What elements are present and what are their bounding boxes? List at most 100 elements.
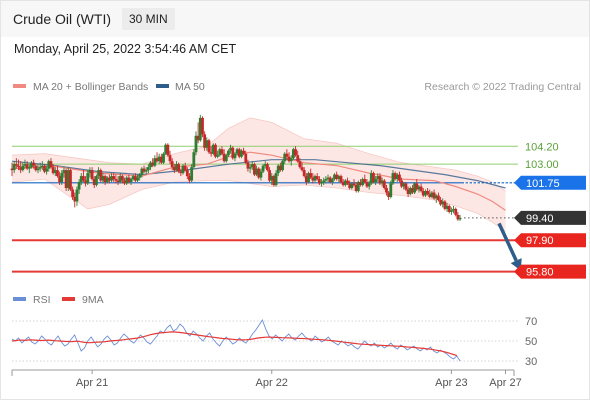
candle bbox=[430, 191, 434, 199]
candle-body bbox=[432, 192, 436, 199]
candle bbox=[302, 167, 306, 178]
candle bbox=[348, 180, 352, 190]
candle bbox=[43, 164, 46, 174]
candle-body bbox=[168, 155, 172, 162]
candle bbox=[437, 192, 440, 202]
candle bbox=[369, 170, 373, 186]
candle-body bbox=[320, 182, 323, 184]
candle-body bbox=[339, 176, 343, 183]
candle-body bbox=[413, 183, 416, 193]
candle-body bbox=[291, 149, 295, 159]
candle bbox=[79, 173, 83, 186]
candle bbox=[155, 152, 159, 163]
candle-body bbox=[272, 176, 276, 186]
candle-body bbox=[30, 162, 33, 168]
candle-body bbox=[51, 167, 55, 174]
candle-body bbox=[196, 135, 200, 141]
candle-body bbox=[231, 147, 235, 159]
candle bbox=[367, 180, 371, 190]
candle-body bbox=[17, 165, 20, 168]
candle bbox=[114, 174, 118, 184]
candle-body bbox=[335, 174, 339, 180]
forecast-arrow-shaft bbox=[497, 222, 518, 262]
candle-body bbox=[441, 201, 445, 205]
candle bbox=[90, 167, 94, 181]
candle bbox=[240, 149, 243, 159]
candle-body bbox=[393, 173, 397, 180]
candle-body bbox=[108, 177, 111, 181]
candle bbox=[324, 176, 328, 184]
candle bbox=[131, 174, 135, 181]
candle bbox=[216, 150, 220, 159]
candle bbox=[60, 170, 64, 186]
candle bbox=[66, 167, 70, 192]
candle-body bbox=[105, 177, 109, 183]
candle bbox=[354, 182, 358, 193]
candle-body bbox=[283, 153, 287, 162]
rsi-ma-legend-swatch bbox=[62, 297, 75, 301]
candle-body bbox=[103, 176, 107, 183]
candle-body bbox=[253, 164, 256, 175]
candle-body bbox=[14, 164, 18, 166]
candle bbox=[188, 173, 191, 184]
candle-body bbox=[380, 180, 384, 184]
candle bbox=[86, 170, 90, 186]
candle bbox=[181, 164, 185, 175]
candle-body bbox=[324, 179, 328, 181]
candle-body bbox=[400, 180, 404, 187]
time-axis: Apr 21 Apr 22 Apr 23 Apr 27 bbox=[11, 369, 522, 389]
candle-body bbox=[166, 144, 170, 156]
timeframe-button[interactable]: 30 MIN bbox=[122, 8, 175, 30]
candle-body bbox=[192, 152, 196, 168]
candle-body bbox=[209, 152, 213, 154]
candle-body bbox=[415, 183, 419, 190]
candle bbox=[389, 180, 393, 199]
candle-body bbox=[32, 162, 36, 166]
candle-body bbox=[261, 165, 265, 172]
bollinger-upper-line bbox=[11, 117, 506, 192]
candle-body bbox=[88, 170, 92, 174]
candle-body bbox=[428, 193, 432, 197]
candle-body bbox=[224, 155, 228, 162]
candle-body bbox=[56, 170, 59, 177]
candle-body bbox=[159, 156, 163, 163]
candle bbox=[127, 174, 131, 184]
candle-body bbox=[185, 170, 189, 177]
candle bbox=[231, 146, 235, 160]
candle bbox=[103, 174, 107, 186]
candle bbox=[350, 182, 354, 190]
candle-body bbox=[402, 183, 406, 187]
level-resistance-1-label: 103.00 bbox=[525, 159, 559, 171]
candle-body bbox=[84, 180, 87, 184]
candle bbox=[194, 131, 198, 156]
candle bbox=[263, 161, 267, 169]
level-support-5-tag bbox=[514, 264, 586, 279]
candle-body bbox=[287, 156, 291, 162]
candle bbox=[298, 158, 302, 169]
candle bbox=[179, 168, 183, 177]
time-tick-label: Apr 22 bbox=[256, 377, 288, 389]
candle-body bbox=[60, 173, 64, 183]
candle-body bbox=[205, 140, 209, 148]
candle bbox=[441, 198, 445, 208]
candle bbox=[415, 179, 419, 192]
candle bbox=[363, 174, 367, 184]
candle-body bbox=[274, 173, 278, 186]
candle bbox=[333, 173, 336, 181]
candle bbox=[227, 149, 230, 157]
candle-body bbox=[77, 182, 81, 190]
candle bbox=[73, 192, 77, 208]
candle-body bbox=[302, 170, 306, 177]
candle bbox=[287, 152, 291, 163]
candle bbox=[112, 173, 116, 183]
candle-body bbox=[350, 183, 354, 189]
candle bbox=[34, 164, 38, 172]
candles-layer bbox=[10, 114, 462, 221]
candle-body bbox=[149, 162, 152, 168]
candle bbox=[328, 176, 332, 184]
candle-body bbox=[356, 182, 360, 192]
candle-body bbox=[240, 150, 243, 157]
candle bbox=[402, 182, 406, 190]
candle-body bbox=[10, 168, 14, 171]
candle-body bbox=[367, 183, 371, 187]
